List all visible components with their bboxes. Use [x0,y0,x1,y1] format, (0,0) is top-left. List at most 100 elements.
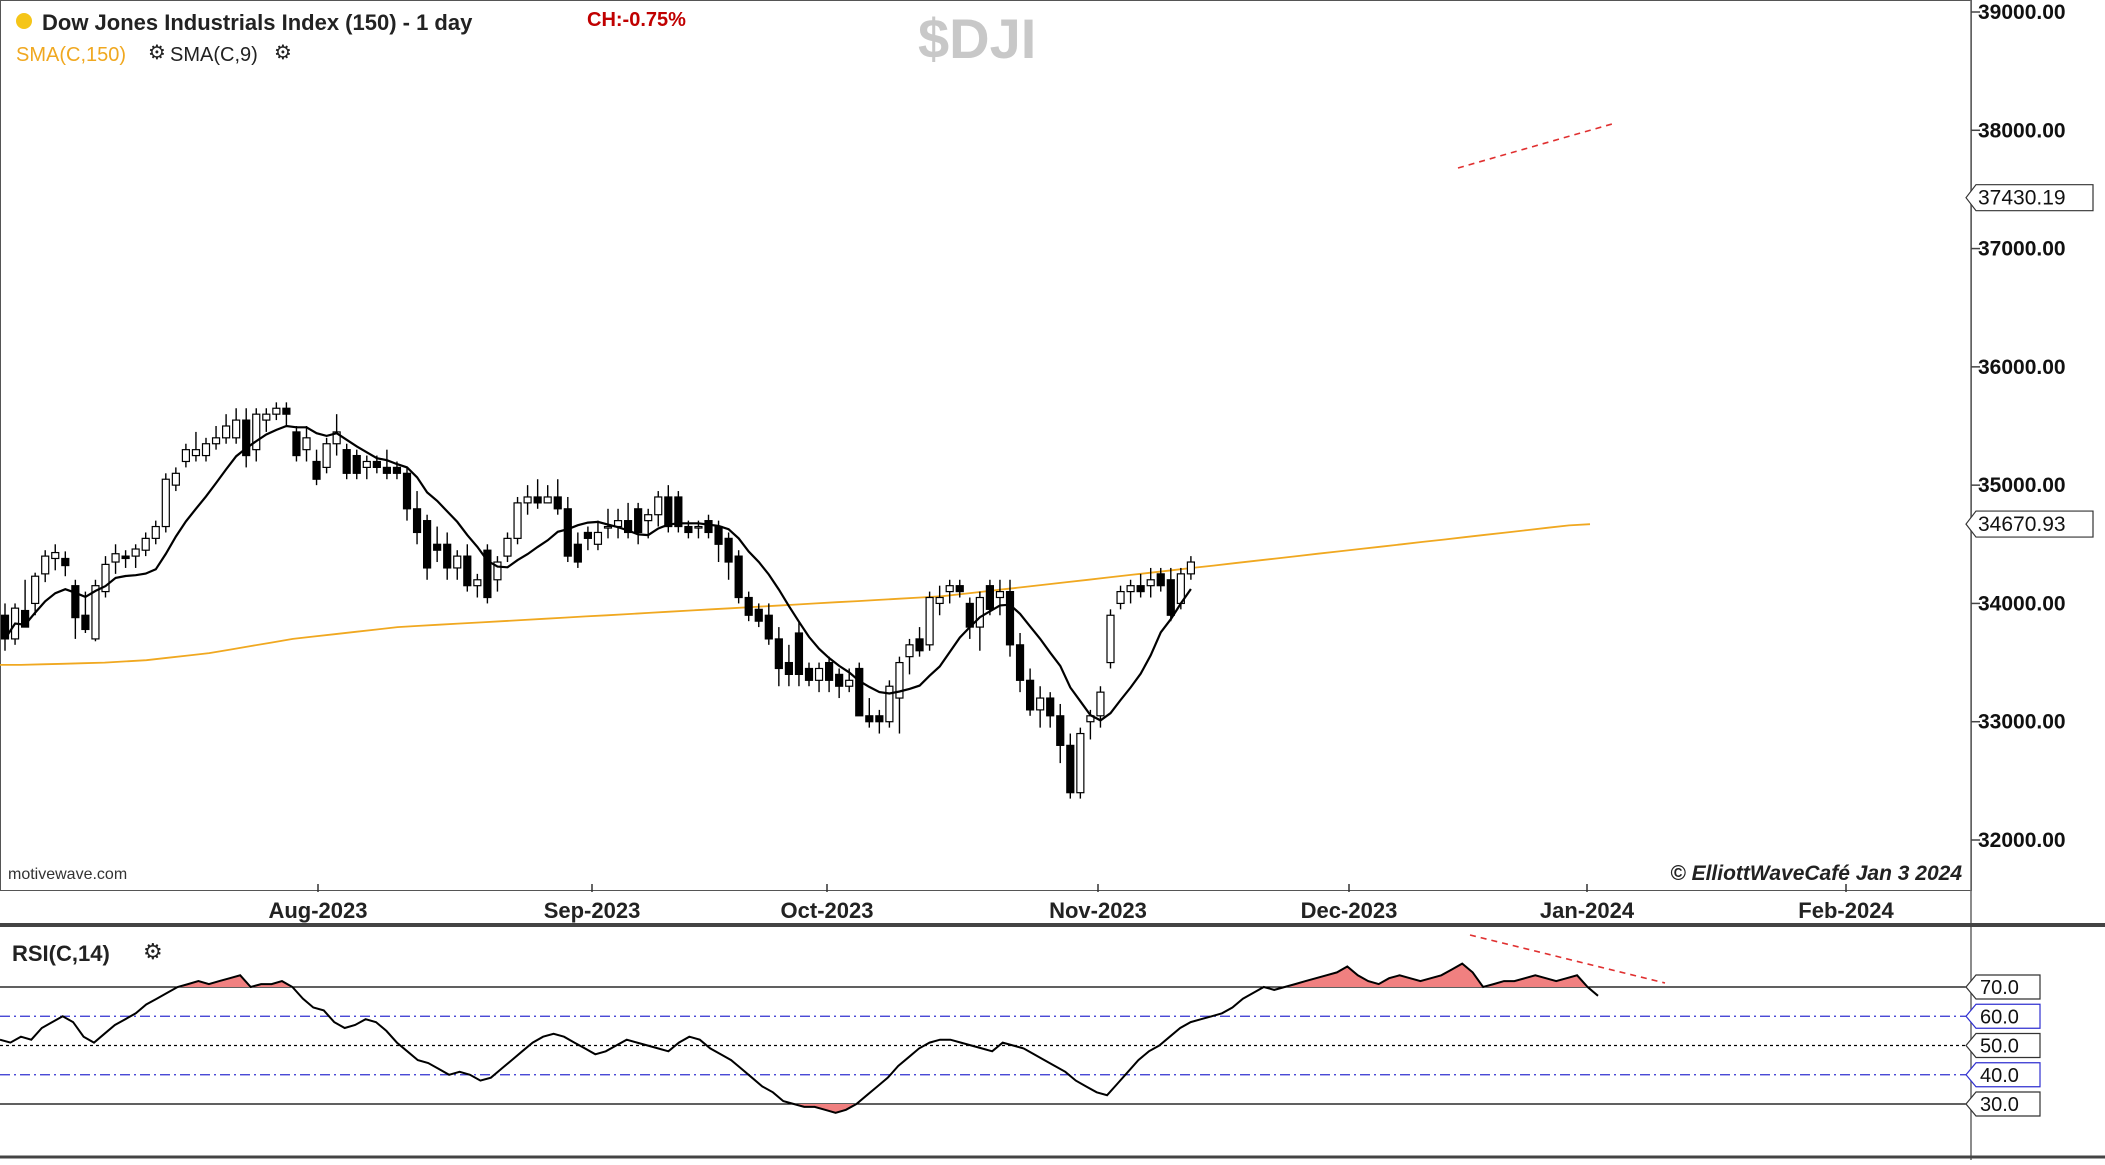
candle[interactable] [573,532,582,568]
candle[interactable] [523,485,532,515]
candle[interactable] [171,467,180,492]
candle[interactable] [161,473,170,533]
candle[interactable] [1126,579,1135,604]
candle[interactable] [131,544,140,568]
candle[interactable] [764,603,773,645]
candle[interactable] [1116,585,1125,610]
candle[interactable] [1166,567,1175,622]
candle[interactable] [1156,567,1165,592]
candle[interactable] [402,467,412,521]
candle[interactable] [51,544,60,571]
candle[interactable] [81,591,90,633]
candle[interactable] [41,550,50,583]
candle[interactable] [473,573,482,598]
candle[interactable] [885,680,894,728]
candle[interactable] [342,443,351,480]
candle[interactable] [1106,609,1115,669]
candle[interactable] [724,532,733,580]
candle[interactable] [583,526,593,551]
candle[interactable] [211,426,221,450]
candle[interactable] [935,585,944,616]
candle[interactable] [824,656,834,693]
candle[interactable] [1056,703,1065,764]
candle[interactable] [814,662,824,693]
candle[interactable] [412,491,422,545]
candle[interactable] [463,544,472,592]
candle[interactable] [533,479,542,509]
candle[interactable] [794,621,804,687]
candle[interactable] [704,514,713,539]
candle[interactable] [593,520,603,551]
candle[interactable] [483,544,492,604]
candle[interactable] [895,656,904,734]
candle[interactable] [804,662,814,687]
candle[interactable] [71,579,80,639]
candle[interactable] [493,556,502,592]
gear-icon[interactable]: ⚙ [143,939,163,964]
candle[interactable] [101,556,110,598]
candle[interactable] [985,579,995,616]
candle[interactable] [262,408,271,432]
sma9-legend[interactable]: SMA(C,9) [170,44,258,66]
candle[interactable] [734,550,743,604]
candle[interactable] [1076,727,1085,799]
candle[interactable] [543,485,552,504]
candle[interactable] [322,437,331,474]
candle[interactable] [1146,567,1155,598]
candle[interactable] [191,431,201,462]
candle[interactable] [1066,733,1075,799]
candle[interactable] [955,579,964,598]
candle[interactable] [1186,556,1196,580]
candle[interactable] [784,644,794,687]
candle[interactable] [362,455,371,480]
candle[interactable] [975,591,984,651]
candle[interactable] [1136,573,1145,598]
candle[interactable] [995,579,1005,616]
candle[interactable] [644,508,653,539]
gear-icon[interactable]: ⚙ [274,42,292,64]
candle[interactable] [222,414,231,444]
candle[interactable] [674,491,683,533]
sma150-legend[interactable]: SMA(C,150) [16,44,126,66]
candle[interactable] [423,514,432,580]
candle[interactable] [141,532,150,557]
candle[interactable] [332,414,341,456]
candle[interactable] [312,449,321,486]
candle[interactable] [623,502,633,539]
candle[interactable] [754,603,763,628]
candle[interactable] [272,402,281,421]
candle[interactable] [744,591,753,622]
candle[interactable] [242,408,251,468]
candle[interactable] [925,591,934,651]
candle[interactable] [282,402,291,426]
candle[interactable] [181,443,190,468]
candle[interactable] [774,627,783,687]
candle[interactable] [61,551,70,577]
candle[interactable] [945,579,954,604]
candle[interactable] [232,408,241,444]
candle[interactable] [915,627,924,657]
candle[interactable] [443,532,452,580]
candle[interactable] [654,491,663,527]
candle[interactable] [1025,668,1035,716]
candle[interactable] [905,638,914,675]
candle[interactable] [1036,686,1045,728]
candle[interactable] [201,437,211,462]
candle[interactable] [553,479,562,515]
candle[interactable] [151,520,160,545]
candle[interactable] [855,662,864,717]
candle[interactable] [302,426,311,462]
candle[interactable] [31,572,40,616]
rsi-legend[interactable]: RSI(C,14) [12,941,110,966]
candle[interactable] [1046,692,1055,728]
candle[interactable] [121,550,130,568]
candle[interactable] [865,698,874,728]
candle[interactable] [382,449,391,480]
candle[interactable] [0,603,10,651]
candle[interactable] [513,496,522,545]
candle[interactable] [111,544,120,574]
candle[interactable] [292,426,301,462]
time-axis[interactable]: Aug-2023 Sep-2023 Oct-2023 Nov-2023 Dec-2023… [268,884,1894,923]
candle[interactable] [1005,579,1015,657]
